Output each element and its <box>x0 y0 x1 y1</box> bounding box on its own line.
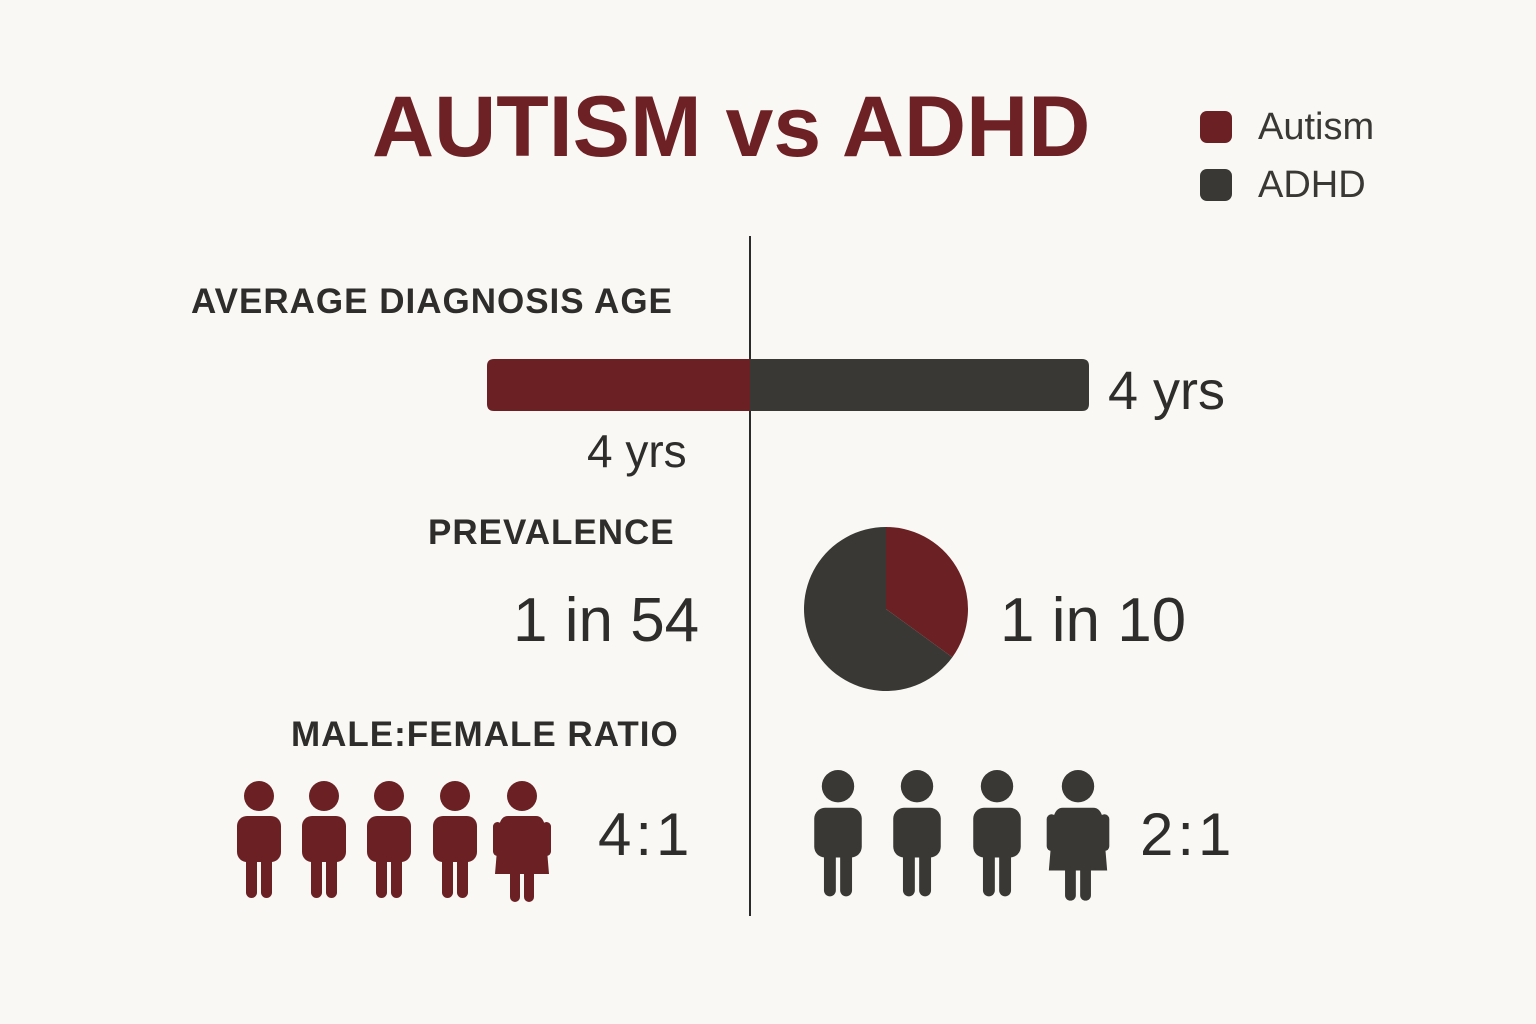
autism-ratio-value: 4:1 <box>598 801 694 868</box>
autism-male-icon <box>367 781 411 898</box>
autism-male-icon <box>302 781 346 898</box>
autism-female-icon <box>493 781 551 902</box>
legend-item-autism: Autism <box>1200 98 1374 156</box>
ratio-heading: MALE:FEMALE RATIO <box>291 715 679 754</box>
adhd-ratio-value: 2:1 <box>1140 801 1236 868</box>
legend-label-autism: Autism <box>1258 105 1375 148</box>
adhd-diagnosis-age-label: 4 yrs <box>1108 361 1226 421</box>
autism-diagnosis-age-label: 4 yrs <box>587 425 687 477</box>
legend-swatch-adhd <box>1200 169 1232 201</box>
pie-slice-adhd <box>803 527 953 691</box>
prevalence-heading: PREVALENCE <box>428 513 675 552</box>
adhd-male-icon <box>893 770 941 897</box>
adhd-male-icon <box>814 770 862 897</box>
ratio-icons <box>237 770 1110 902</box>
autism-male-icon <box>237 781 281 898</box>
legend-label-adhd: ADHD <box>1258 163 1366 206</box>
legend-item-adhd: ADHD <box>1200 156 1374 214</box>
diagnosis-age-bars <box>487 359 1089 411</box>
page-title: AUTISM vs ADHD <box>372 79 1091 175</box>
legend-swatch-autism <box>1200 111 1232 143</box>
legend: Autism ADHD <box>1200 98 1374 214</box>
adhd-female-icon <box>1046 770 1110 901</box>
autism-prevalence-value: 1 in 54 <box>513 586 700 655</box>
adhd-male-icon <box>973 770 1021 897</box>
adhd-prevalence-value: 1 in 10 <box>1000 586 1187 655</box>
pie-slice-autism <box>886 527 968 658</box>
prevalence-pie <box>803 527 968 691</box>
diagnosis-age-heading: AVERAGE DIAGNOSIS AGE <box>191 282 673 321</box>
bar-autism <box>487 359 750 411</box>
center-divider <box>749 236 751 916</box>
autism-male-icon <box>433 781 477 898</box>
bar-adhd <box>750 359 1089 411</box>
